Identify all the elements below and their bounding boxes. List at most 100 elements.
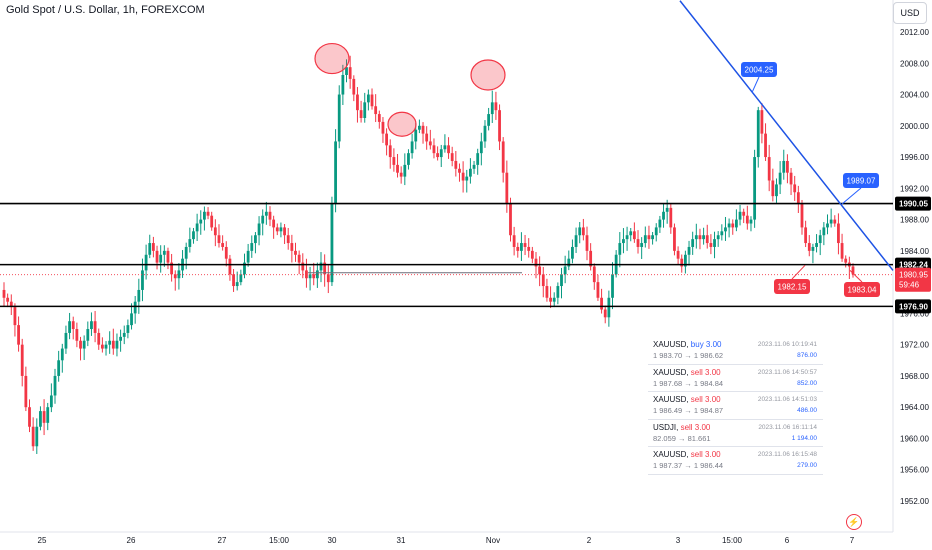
- candle-body: [833, 219, 837, 224]
- candle-body: [272, 219, 276, 228]
- candle-body: [275, 227, 279, 232]
- candle-body: [439, 149, 443, 158]
- candle-body: [46, 407, 50, 423]
- candle-body: [465, 176, 469, 181]
- candle-body: [786, 160, 789, 173]
- candle-body: [611, 274, 614, 298]
- candle-body: [399, 172, 403, 177]
- candle-body: [31, 426, 35, 447]
- candle-body: [104, 344, 108, 349]
- candle-body: [301, 262, 305, 271]
- candle-body: [665, 207, 669, 212]
- trendline: [679, 0, 894, 271]
- candle-body: [315, 270, 319, 279]
- currency-button[interactable]: USD: [893, 2, 927, 24]
- candle-body: [705, 235, 709, 244]
- x-tick-label: 15:00: [722, 536, 743, 545]
- candle-body: [636, 239, 640, 247]
- candle-body: [228, 258, 232, 275]
- candle-body: [122, 332, 126, 337]
- candle-body: [454, 160, 458, 169]
- candle-body: [144, 254, 148, 271]
- trade-row[interactable]: XAUUSD, sell 3.00 2023.11.06 14:51:03 1 …: [648, 392, 823, 420]
- candle-body: [818, 235, 822, 244]
- candle-body: [731, 223, 735, 228]
- candle-body: [669, 207, 673, 228]
- candle-body: [596, 282, 600, 298]
- candle-body: [760, 110, 764, 134]
- trade-prices: 1 986.49 → 1 984.87: [653, 406, 724, 416]
- candle-body: [749, 219, 753, 224]
- candle-body: [811, 246, 815, 251]
- candle-body: [771, 180, 775, 197]
- candle-body: [432, 145, 436, 154]
- trade-prices: 1 983.70 → 1 986.62: [653, 351, 724, 360]
- candle-body: [793, 184, 797, 193]
- x-tick-label: 26: [127, 536, 136, 545]
- candle-body: [279, 227, 283, 232]
- candle-body: [851, 266, 855, 275]
- candle-body: [141, 270, 144, 290]
- candle-body: [6, 297, 10, 302]
- candle-body: [789, 172, 793, 185]
- candle-body: [341, 74, 345, 95]
- trade-row[interactable]: XAUUSD, sell 3.00 2023.11.06 16:15:48 1 …: [648, 447, 823, 475]
- x-tick-label: 30: [328, 536, 337, 545]
- trade-list: XAUUSD, buy 3.00 2023.11.06 10:19:41 1 9…: [648, 337, 823, 475]
- candle-body: [552, 297, 556, 302]
- candle-body: [192, 231, 195, 240]
- trade-symbol: XAUUSD,: [653, 395, 689, 405]
- trade-row[interactable]: XAUUSD, buy 3.00 2023.11.06 10:19:41 1 9…: [648, 337, 823, 365]
- trade-pnl: 876.00: [797, 352, 817, 359]
- trade-datetime: 2023.11.06 10:19:41: [757, 341, 817, 348]
- candle-body: [60, 348, 64, 361]
- candle-body: [574, 235, 578, 247]
- trade-row[interactable]: USDJI, sell 3.00 2023.11.06 16:11:14 82.…: [648, 420, 823, 448]
- candle-body: [417, 125, 421, 130]
- candle-body: [622, 239, 625, 244]
- candle-body: [396, 164, 399, 173]
- candle-body: [130, 313, 133, 326]
- candle-body: [589, 250, 593, 267]
- candle-body: [581, 227, 585, 236]
- candle-body: [654, 227, 658, 236]
- candle-body: [20, 344, 24, 376]
- candle-body: [541, 274, 545, 287]
- candle-body: [571, 246, 574, 259]
- candle-body: [658, 219, 662, 228]
- callout-box: [774, 279, 810, 294]
- lightning-icon[interactable]: ⚡: [846, 514, 862, 530]
- candle-body: [407, 153, 410, 165]
- level-tag-label: 1976.90: [899, 302, 928, 311]
- candle-body: [662, 211, 665, 220]
- candle-body: [381, 121, 385, 134]
- candle-body: [290, 243, 294, 251]
- candle-body: [607, 297, 611, 318]
- candle-body: [509, 203, 512, 236]
- trade-row[interactable]: XAUUSD, sell 3.00 2023.11.06 14:50:57 1 …: [648, 365, 823, 393]
- candle-body: [458, 168, 461, 173]
- trade-action: sell 3.00: [690, 367, 721, 377]
- candle-body: [119, 336, 123, 341]
- candle-body: [676, 250, 680, 259]
- y-tick-label: 1956.00: [900, 466, 929, 475]
- candle-body: [319, 262, 323, 271]
- trade-pnl: 852.00: [797, 379, 817, 387]
- x-tick-label: 2: [587, 536, 592, 545]
- y-tick-label: 1996.00: [900, 153, 929, 162]
- candle-body: [796, 192, 800, 204]
- candle-body: [297, 254, 301, 263]
- trade-prices: 1 987.37 → 1 986.44: [653, 461, 724, 471]
- candle-body: [28, 407, 31, 427]
- candle-body: [683, 254, 687, 267]
- candle-body: [428, 141, 432, 146]
- level-tag-label: 1990.05: [899, 200, 928, 209]
- candle-body: [505, 172, 509, 204]
- callout-pointer: [791, 264, 806, 280]
- candle-body: [261, 215, 265, 224]
- trade-datetime: 2023.11.06 16:15:48: [757, 451, 817, 459]
- candle-body: [618, 243, 622, 255]
- candle-body: [312, 274, 316, 279]
- candle-body: [647, 235, 651, 240]
